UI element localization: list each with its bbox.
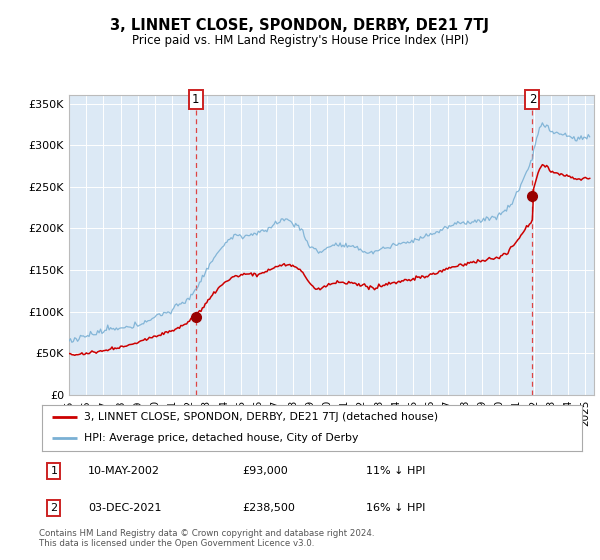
- Text: Price paid vs. HM Land Registry's House Price Index (HPI): Price paid vs. HM Land Registry's House …: [131, 34, 469, 46]
- Text: 1: 1: [50, 466, 58, 477]
- Text: 11% ↓ HPI: 11% ↓ HPI: [366, 466, 425, 477]
- Text: 1: 1: [192, 93, 199, 106]
- Text: 2: 2: [529, 93, 536, 106]
- Text: 03-DEC-2021: 03-DEC-2021: [88, 503, 161, 513]
- Text: 10-MAY-2002: 10-MAY-2002: [88, 466, 160, 477]
- Text: £238,500: £238,500: [242, 503, 295, 513]
- Text: 3, LINNET CLOSE, SPONDON, DERBY, DE21 7TJ (detached house): 3, LINNET CLOSE, SPONDON, DERBY, DE21 7T…: [83, 412, 438, 422]
- Text: HPI: Average price, detached house, City of Derby: HPI: Average price, detached house, City…: [83, 433, 358, 444]
- Text: £93,000: £93,000: [242, 466, 287, 477]
- Text: 16% ↓ HPI: 16% ↓ HPI: [366, 503, 425, 513]
- Text: 3, LINNET CLOSE, SPONDON, DERBY, DE21 7TJ: 3, LINNET CLOSE, SPONDON, DERBY, DE21 7T…: [110, 18, 490, 33]
- Text: Contains HM Land Registry data © Crown copyright and database right 2024.
This d: Contains HM Land Registry data © Crown c…: [39, 529, 374, 548]
- Text: 2: 2: [50, 503, 58, 513]
